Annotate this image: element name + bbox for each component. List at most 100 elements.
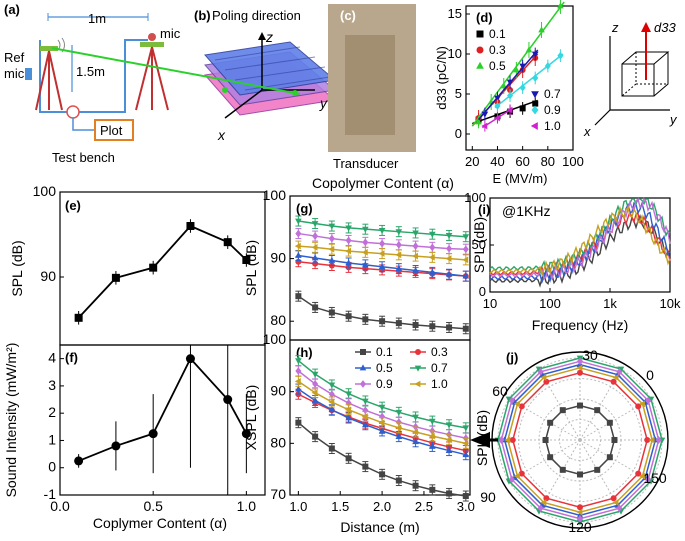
j-point (644, 437, 651, 443)
poling-z-label: z (265, 29, 273, 45)
x-tick-label: 10 (483, 296, 497, 311)
chart-d: 0 5 10 15 20 40 60 80 100 E (MV/m) d33 (pC/N) (d) 0.… (434, 0, 584, 186)
j-point (540, 499, 547, 506)
j-point (513, 472, 520, 480)
e-point (74, 313, 83, 322)
f-point (74, 456, 84, 466)
d-legend-label: 1.0 (544, 119, 561, 133)
j-point (655, 436, 662, 444)
g-series-0.5 (295, 249, 470, 282)
e-point (186, 222, 195, 230)
y-tick-label: 4 (48, 350, 56, 366)
g-point (395, 229, 403, 236)
g-point (362, 238, 369, 247)
h-point (361, 413, 368, 420)
y-tick-label: 100 (263, 331, 287, 347)
y-tick-label: 100 (464, 190, 486, 205)
y-tick-label: 80 (270, 434, 286, 450)
h-series-0.1 (295, 417, 469, 502)
h-point (345, 455, 352, 462)
g-point (295, 218, 302, 225)
h-legend-label: 0.7 (431, 361, 448, 375)
laser-spot-1 (222, 87, 228, 93)
g-series-1.0 (294, 240, 469, 266)
f-xlabel: Coplymer Content (α) (93, 515, 227, 531)
f-panel-label: (f) (65, 350, 78, 365)
poling-title: Poling direction (212, 8, 301, 23)
x-tick-label: 40 (490, 154, 504, 169)
g-point (395, 251, 402, 259)
h-point (362, 398, 369, 405)
x-tick-label: 2.0 (373, 499, 391, 514)
poling-x-label: x (217, 127, 226, 143)
y-tick-label: 100 (33, 183, 57, 199)
x-tick-label: 0.5 (143, 498, 163, 514)
j-point (638, 400, 645, 408)
plot-frame (289, 339, 471, 496)
h-legend-marker (415, 349, 421, 355)
h-point (328, 445, 335, 452)
h-point (412, 482, 419, 489)
ref-mic-label-1: Ref (4, 50, 25, 65)
x-tick-label: 10k (660, 296, 681, 311)
h-point (311, 389, 318, 396)
d-point (532, 74, 539, 82)
g-point (294, 242, 301, 250)
g-panel-label: (g) (296, 201, 313, 216)
j-point (612, 499, 619, 506)
g-point (412, 266, 419, 273)
y-tick-label: 70 (270, 486, 286, 502)
h-point (378, 419, 385, 426)
h-xlabel: Distance (m) (340, 519, 419, 535)
panel-a: (a) 1m 1.5m Ref mic mic Plot Test bench (4, 2, 181, 165)
d-series-0.1: 0.1 (472, 27, 539, 126)
g-point (446, 324, 453, 331)
amplifier-icon (66, 105, 80, 119)
h-point (379, 471, 386, 478)
d-legend-label: 0.5 (489, 59, 506, 73)
h-point (429, 486, 436, 493)
g-point (445, 255, 452, 262)
h-point (328, 382, 336, 389)
g-point (312, 260, 319, 267)
e-line (77, 224, 247, 319)
y-tick-label: 5 (455, 86, 462, 101)
h-point (295, 358, 302, 365)
d-point (557, 51, 564, 60)
j-angle-label: 0 (646, 367, 654, 383)
d-point (532, 100, 539, 107)
g-point (328, 256, 336, 263)
g-point (295, 251, 302, 258)
panel-b: (b) Poling direction z y x (194, 8, 337, 143)
h-point (462, 440, 469, 447)
d-fit-line (472, 99, 539, 125)
h-series-0.7 (295, 355, 470, 434)
j-point (577, 402, 583, 409)
j-point (513, 400, 520, 408)
h-point (462, 451, 470, 458)
i-xlabel: Frequency (Hz) (532, 317, 628, 333)
g-point (311, 221, 319, 228)
h-point (345, 414, 352, 421)
j-point (635, 403, 642, 410)
j-point (616, 504, 623, 513)
d-point (525, 46, 533, 53)
transducer-film (345, 35, 395, 135)
j-panel-label: (j) (506, 350, 518, 365)
j-point (647, 396, 655, 403)
g-series-0.1 (295, 290, 469, 335)
h-legend-label: 1.0 (431, 377, 448, 391)
g-point (445, 233, 453, 240)
h-point (312, 380, 319, 388)
h-point (462, 425, 470, 432)
h-point (345, 406, 352, 414)
h-legend-label: 0.1 (376, 345, 393, 359)
g-point (295, 229, 302, 238)
j-point (577, 369, 583, 376)
d-point (506, 106, 513, 114)
i-series-0.7 (489, 198, 671, 276)
laser-line (51, 47, 301, 95)
plot-wire (72, 118, 95, 131)
d-point (481, 122, 488, 130)
g-point (379, 318, 386, 325)
